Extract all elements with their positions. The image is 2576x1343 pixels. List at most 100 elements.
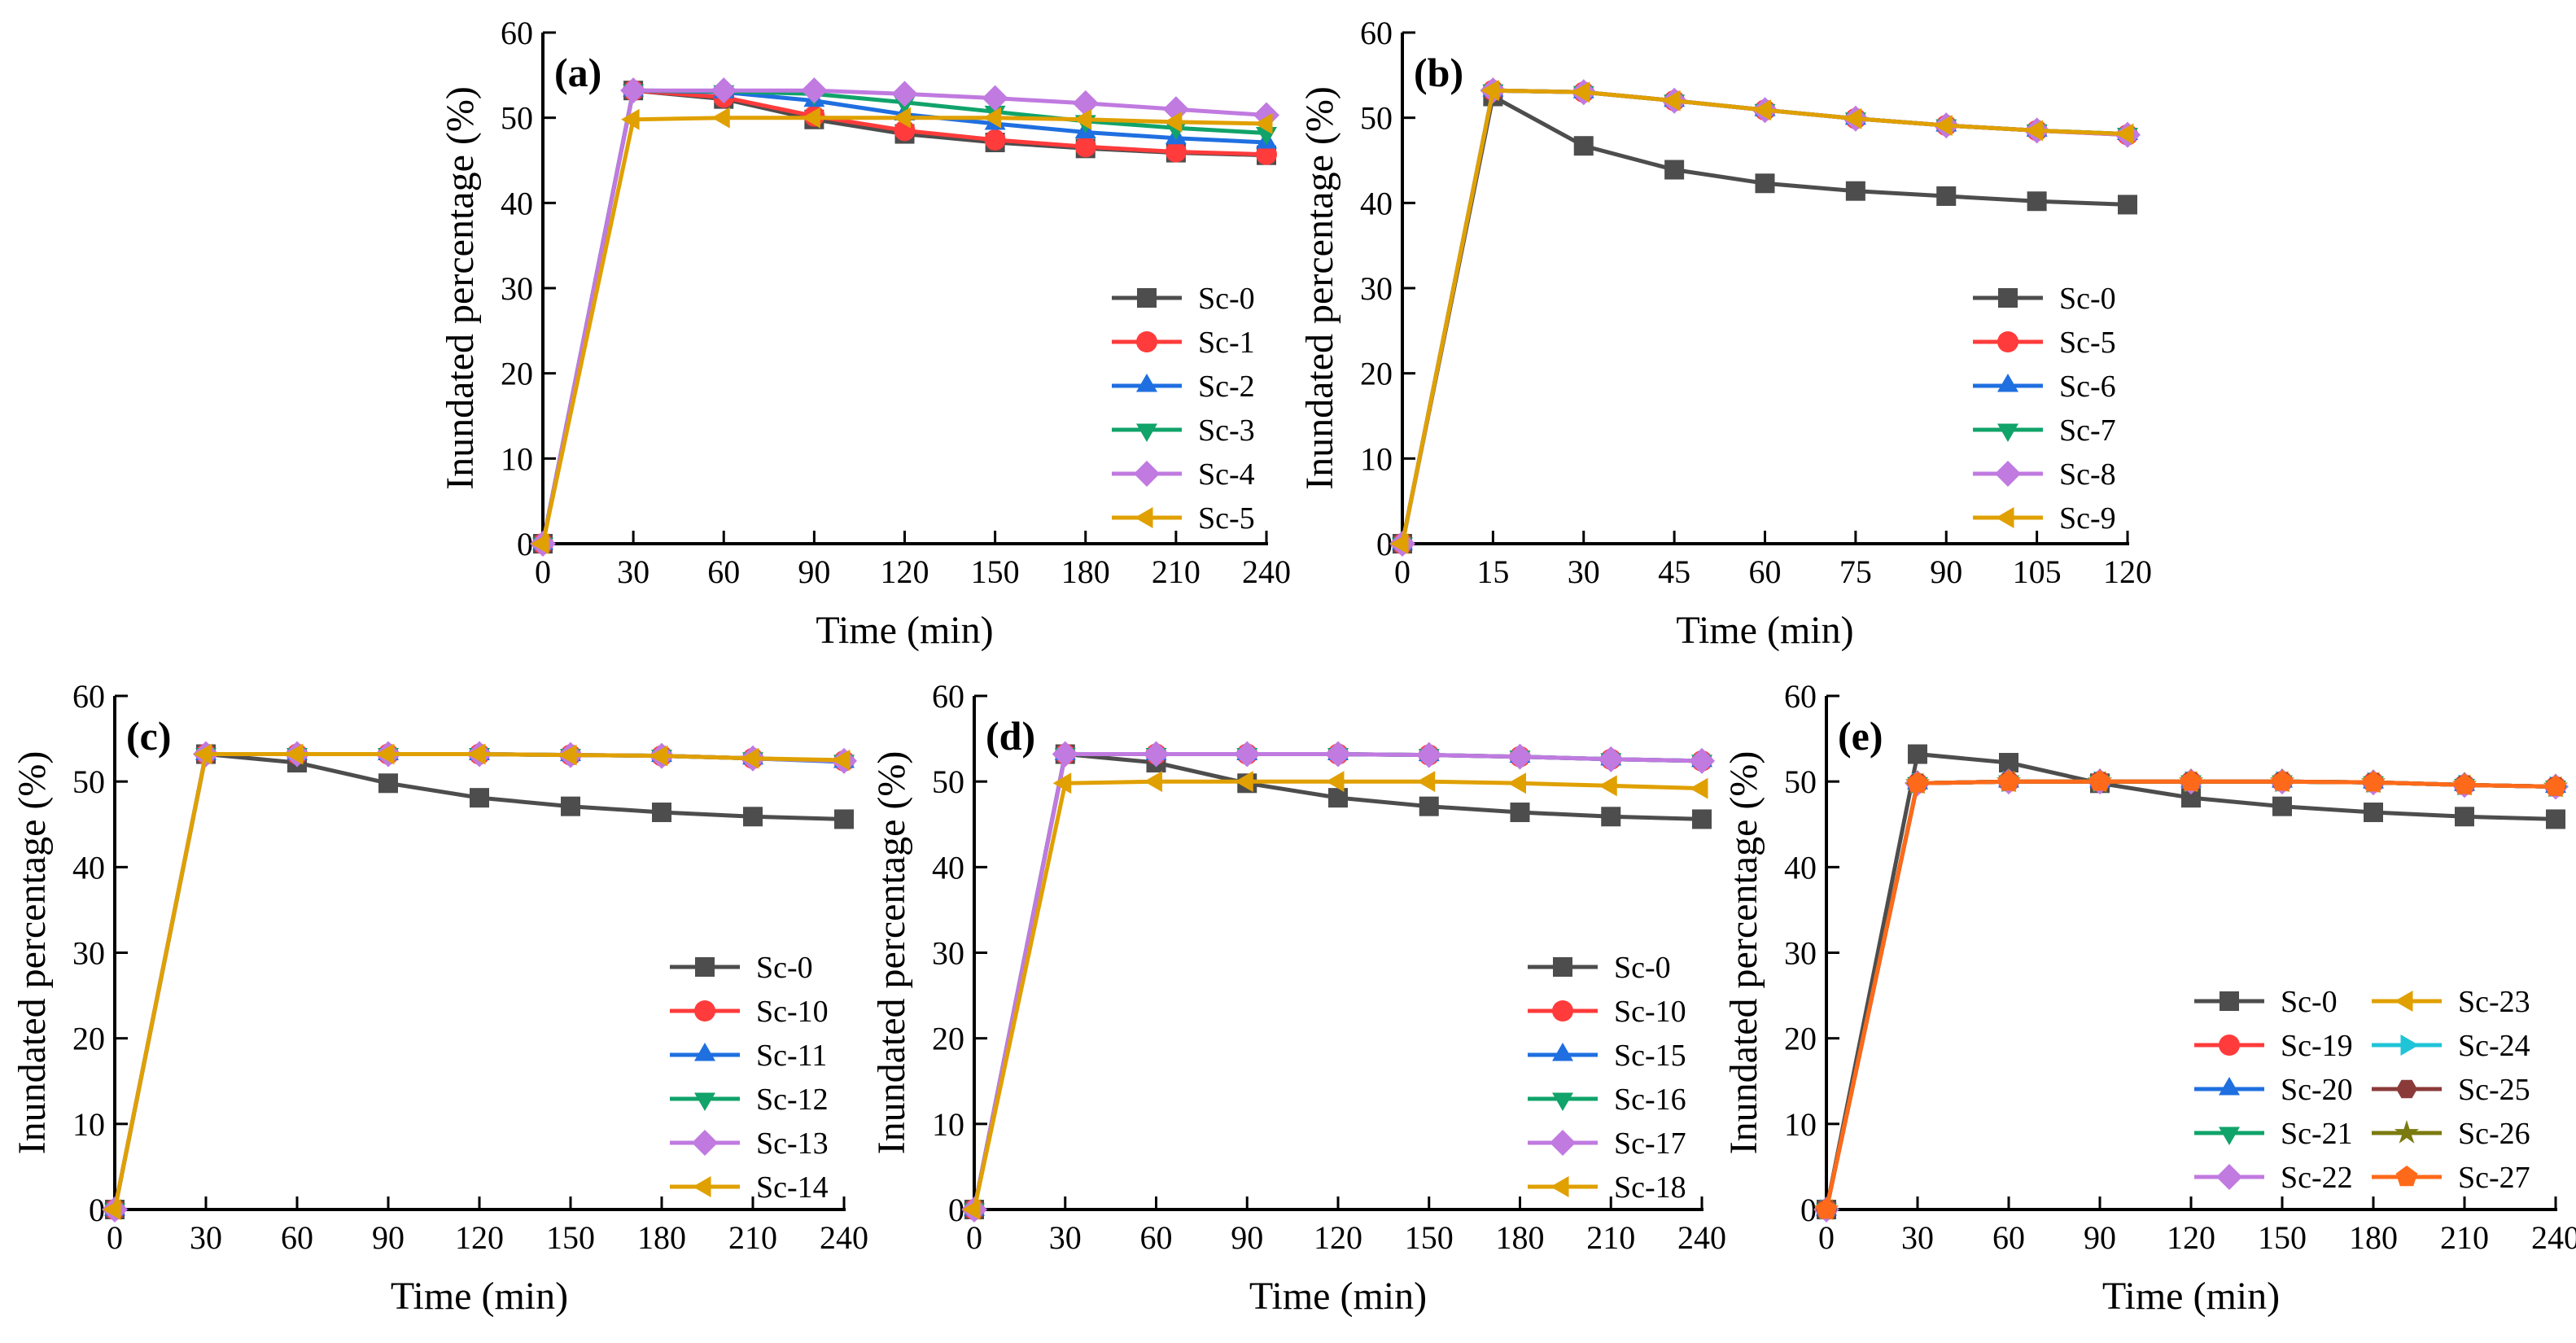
series-sc-22 bbox=[1813, 768, 2569, 1223]
legend-marker bbox=[2395, 1166, 2418, 1187]
y-tick-label: 20 bbox=[1784, 1021, 1817, 1057]
y-tick-label: 60 bbox=[932, 678, 964, 715]
data-point bbox=[892, 107, 911, 129]
series-sc-0 bbox=[1817, 744, 2565, 1219]
legend-item: Sc-12 bbox=[670, 1083, 829, 1117]
series-line bbox=[540, 116, 1267, 545]
legend-item: Sc-16 bbox=[1528, 1083, 1686, 1117]
legend-marker bbox=[1997, 423, 2018, 442]
data-point bbox=[1480, 80, 1499, 102]
legend-item: Sc-25 bbox=[2372, 1073, 2530, 1107]
legend: Sc-0 Sc-19 Sc-20 Sc-21 Sc-22 Sc-23 Sc-24 Sc-25 S… bbox=[2194, 985, 2530, 1195]
data-point bbox=[2544, 775, 2567, 796]
legend-label: Sc-8 bbox=[2059, 457, 2116, 492]
legend-marker bbox=[1135, 507, 1153, 528]
y-axis-label: Inundated percentage (%) bbox=[439, 86, 482, 490]
legend-label: Sc-17 bbox=[1614, 1126, 1686, 1161]
legend-label: Sc-23 bbox=[2458, 985, 2530, 1019]
legend-item: Sc-9 bbox=[1973, 501, 2116, 536]
data-point bbox=[2118, 195, 2137, 215]
legend-label: Sc-22 bbox=[2281, 1161, 2353, 1195]
series-sc-1 bbox=[532, 80, 1277, 554]
x-tick-label: 0 bbox=[535, 553, 551, 590]
data-point bbox=[1690, 777, 1708, 799]
legend-label: Sc-10 bbox=[756, 995, 829, 1029]
series-sc-0 bbox=[1393, 86, 2137, 553]
x-tick-label: 90 bbox=[372, 1219, 405, 1256]
x-axis-label: Time (min) bbox=[816, 609, 993, 652]
legend-item: Sc-7 bbox=[1973, 413, 2116, 448]
series-line bbox=[1824, 779, 2556, 1210]
x-tick-label: 30 bbox=[190, 1219, 222, 1256]
panel-a: 0 30 60 90 120 150 180 210 240 0 10 20 30 40 50 60 Time … bbox=[439, 15, 1291, 652]
series-line bbox=[1824, 779, 2556, 1210]
y-tick-label: 20 bbox=[1360, 356, 1393, 392]
y-tick-label: 60 bbox=[1784, 678, 1817, 715]
series-sc-21 bbox=[1816, 775, 2566, 1222]
x-tick-label: 90 bbox=[1231, 1219, 1263, 1256]
legend-label: Sc-18 bbox=[1614, 1170, 1686, 1205]
legend-label: Sc-10 bbox=[1614, 995, 1686, 1029]
data-point bbox=[103, 1199, 121, 1220]
y-tick-label: 30 bbox=[1784, 935, 1817, 972]
x-tick-label: 90 bbox=[2084, 1219, 2116, 1256]
y-tick-label: 60 bbox=[72, 678, 105, 715]
legend-label: Sc-27 bbox=[2458, 1161, 2530, 1195]
legend-label: Sc-0 bbox=[1614, 951, 1671, 985]
x-tick-label: 240 bbox=[1677, 1219, 1726, 1256]
data-point bbox=[711, 107, 730, 129]
data-point bbox=[1073, 108, 1092, 130]
data-point bbox=[1328, 788, 1348, 808]
panel-label: (b) bbox=[1414, 50, 1463, 95]
legend-item: Sc-0 bbox=[1112, 282, 1255, 316]
y-tick-label: 10 bbox=[932, 1106, 964, 1143]
legend-label: Sc-11 bbox=[756, 1039, 827, 1073]
panel-b: 0 15 30 45 60 75 90 105 120 0 10 20 30 40 50 60 Time (mi… bbox=[1298, 15, 2152, 652]
x-tick-label: 120 bbox=[2103, 553, 2152, 590]
x-tick-label: 210 bbox=[1152, 553, 1201, 590]
series-line bbox=[1824, 779, 2556, 1210]
data-point bbox=[1163, 111, 1183, 133]
data-point bbox=[2362, 771, 2385, 792]
y-tick-label: 10 bbox=[1784, 1106, 1817, 1143]
x-tick-label: 120 bbox=[2167, 1219, 2215, 1256]
x-tick-label: 210 bbox=[1586, 1219, 1635, 1256]
legend-marker bbox=[2219, 1126, 2240, 1145]
data-point bbox=[1234, 741, 1261, 768]
data-point bbox=[1908, 744, 1927, 764]
x-tick-label: 210 bbox=[2440, 1219, 2489, 1256]
series-sc-11 bbox=[104, 741, 855, 1216]
series-sc-0 bbox=[964, 744, 1712, 1219]
legend-label: Sc-16 bbox=[1614, 1083, 1686, 1117]
data-point bbox=[558, 744, 577, 766]
x-tick-label: 150 bbox=[2258, 1219, 2307, 1256]
legend-marker bbox=[1137, 288, 1157, 308]
panel-c: 0 30 60 90 120 150 180 210 240 0 10 20 30 40 50 60 Time … bbox=[11, 678, 868, 1318]
x-axis-label: Time (min) bbox=[2102, 1275, 2280, 1318]
legend-label: Sc-26 bbox=[2458, 1117, 2530, 1151]
legend-label: Sc-0 bbox=[756, 951, 813, 985]
series-sc-5 bbox=[531, 107, 1273, 554]
legend-item: Sc-0 bbox=[1528, 951, 1671, 985]
panel-label: (c) bbox=[126, 713, 172, 759]
data-point bbox=[561, 796, 580, 816]
legend-item: Sc-19 bbox=[2194, 1029, 2353, 1063]
data-point bbox=[834, 809, 854, 829]
legend-item: Sc-3 bbox=[1112, 413, 1255, 448]
series-sc-17 bbox=[961, 741, 1715, 1223]
y-tick-label: 10 bbox=[72, 1106, 105, 1143]
data-point bbox=[1571, 81, 1590, 103]
data-point bbox=[649, 745, 668, 767]
data-point bbox=[711, 77, 737, 104]
data-point bbox=[1664, 160, 1685, 180]
data-point bbox=[2546, 809, 2565, 829]
y-tick-label: 50 bbox=[501, 100, 533, 137]
y-axis-label: Inundated percentage (%) bbox=[870, 751, 913, 1155]
series-sc-27 bbox=[1815, 770, 2567, 1219]
data-point bbox=[1510, 803, 1530, 823]
data-point bbox=[470, 788, 489, 808]
legend-marker bbox=[1996, 507, 2014, 528]
legend-label: Sc-13 bbox=[756, 1126, 829, 1161]
series-line bbox=[1824, 779, 2556, 1210]
